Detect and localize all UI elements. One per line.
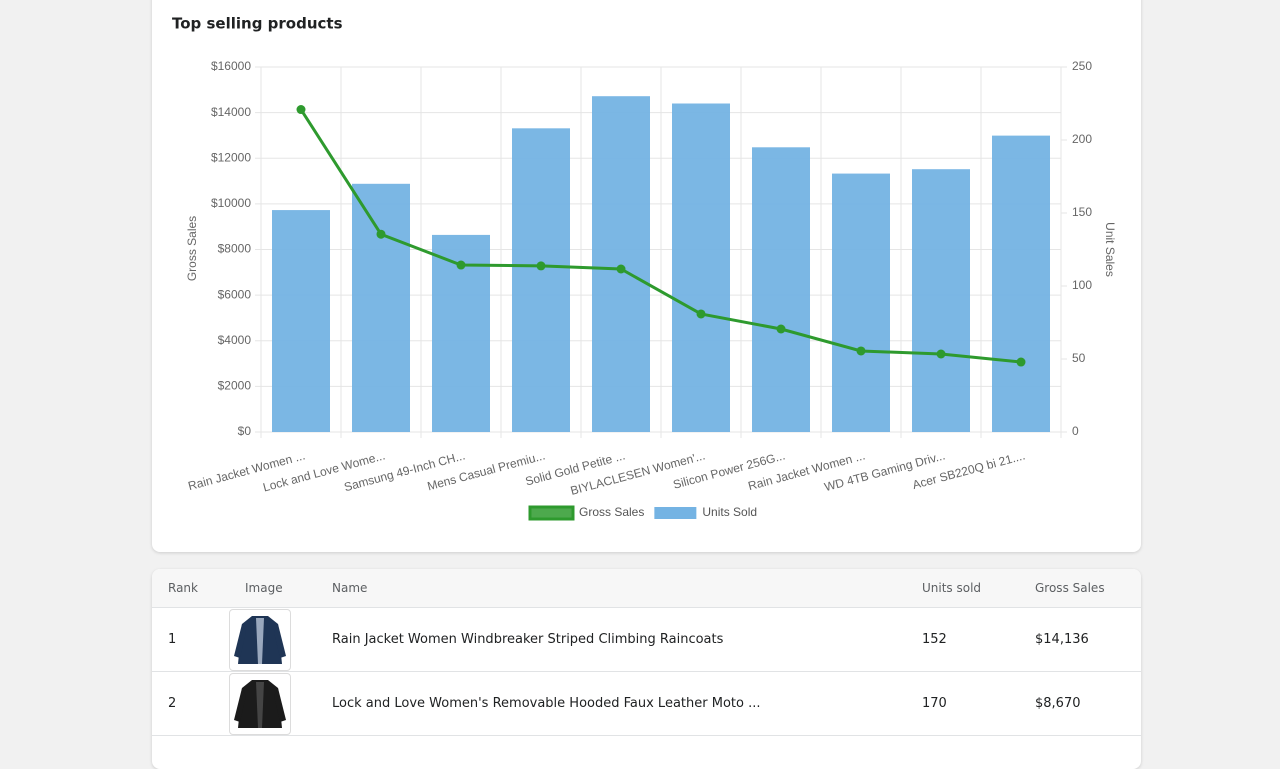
y-tick-label: $16000: [211, 59, 251, 73]
legend-label: Units Sold: [702, 505, 757, 519]
table-row: 1 Rain Jacket Women Windbreaker Striped C…: [152, 607, 1141, 672]
bar: [672, 103, 730, 432]
rank-cell: 1: [152, 607, 229, 672]
header-row: Rank Image Name Units sold Gross Sales: [152, 569, 1141, 608]
chart-title: Top selling products: [172, 15, 343, 33]
y2-tick-label: 150: [1072, 205, 1092, 219]
product-table: Rank Image Name Units sold Gross Sales 1 Rain…: [152, 569, 1141, 736]
cell: 152: [906, 607, 1019, 672]
line: [299, 108, 1022, 364]
y-tick-label: $12000: [211, 150, 251, 164]
column-header: Rank: [152, 569, 229, 608]
y-tick-label: $10000: [211, 196, 251, 210]
line-point: [376, 229, 386, 239]
chart: Top selling products $0 $2000 $4000 $6000 $8…: [172, 15, 1117, 521]
bar: [352, 183, 410, 432]
x-tick-label: BIYLACLESEN Women'...: [569, 448, 707, 497]
column-header: Image: [229, 569, 316, 608]
line-point: [456, 260, 466, 270]
cell: Rain Jacket Women Windbreaker Striped Cl…: [316, 607, 906, 672]
y2-axis-title: Unit Sales: [1103, 222, 1117, 277]
y-tick-label: $6000: [218, 287, 252, 301]
bar: [272, 210, 330, 432]
legend-swatch: [654, 507, 697, 519]
bar: [592, 96, 650, 432]
cell: 170: [906, 671, 1019, 736]
line-point: [856, 346, 866, 356]
table-row: 2 Lock and Love Women's Removable Hooded …: [152, 671, 1141, 736]
column-header: Units sold: [906, 569, 1019, 608]
y-tick-label: $2000: [218, 379, 252, 393]
y2-tick-label: 100: [1072, 278, 1092, 292]
line-point: [296, 105, 306, 115]
y2-tick-label: 0: [1072, 424, 1079, 438]
line-point: [696, 309, 706, 319]
line-point: [936, 349, 946, 359]
cell: Lock and Love Women's Removable Hooded F…: [316, 671, 906, 736]
y-tick-label: $8000: [218, 242, 252, 256]
line-point: [616, 264, 626, 274]
line-point: [536, 261, 546, 271]
product-image: [229, 608, 291, 671]
y2-tick-label: 250: [1072, 59, 1092, 73]
y-axis-title: Gross Sales: [185, 216, 199, 281]
y-tick-label: $14000: [211, 105, 251, 119]
bar: [512, 128, 570, 432]
cell: $14,136: [1019, 607, 1141, 672]
y2-tick-label: 50: [1072, 351, 1086, 365]
bar: [832, 173, 890, 432]
rank-cell: 2: [152, 671, 229, 736]
y-tick-label: $0: [238, 424, 252, 438]
legend-label: Gross Sales: [579, 505, 644, 519]
bar: [752, 147, 810, 433]
table-card: Rank Image Name Units sold Gross Sales 1 Rain…: [152, 569, 1141, 769]
legend-swatch: [528, 505, 575, 521]
line-point: [1016, 357, 1026, 367]
line-point: [776, 324, 786, 334]
page: {"chart_data": {"type": "bar_line", "tit…: [152, 0, 1141, 769]
bar: [912, 169, 970, 432]
chart-card: Top selling products $0 $2000 $4000 $6000 $8…: [152, 0, 1141, 552]
cell: $8,670: [1019, 671, 1141, 736]
column-header: Gross Sales: [1019, 569, 1141, 608]
column-header: Name: [316, 569, 906, 608]
image-cell: [229, 607, 316, 672]
image-cell: [229, 671, 316, 736]
product-image: [229, 672, 291, 735]
bar: [992, 135, 1050, 432]
y2-tick-label: 200: [1072, 132, 1092, 146]
y-tick-label: $4000: [218, 333, 252, 347]
